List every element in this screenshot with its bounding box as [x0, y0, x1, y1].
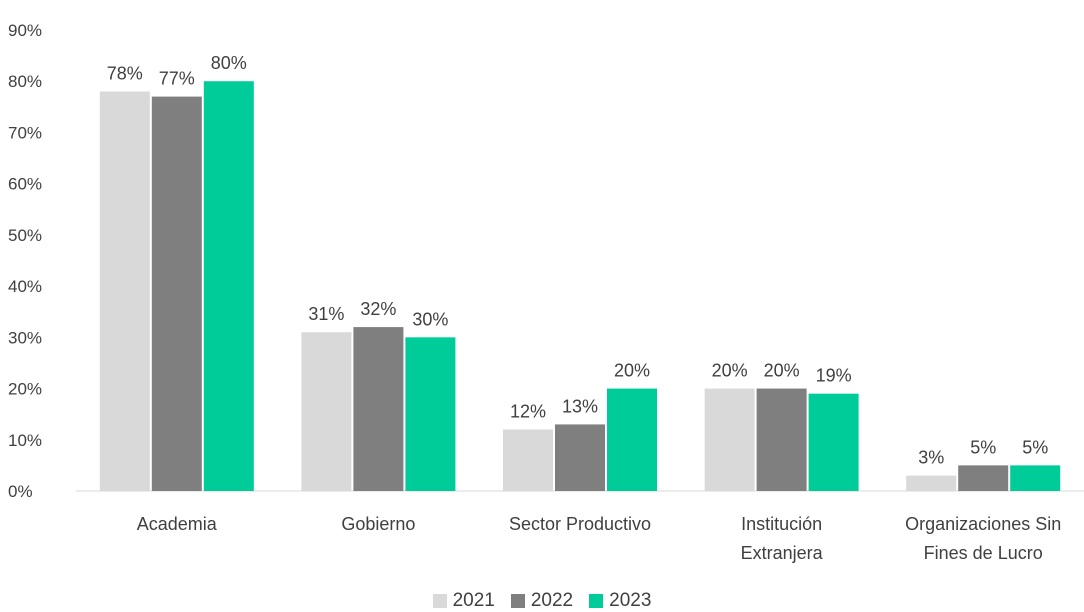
- data-label: 19%: [816, 366, 852, 386]
- bar: [405, 337, 456, 491]
- y-tick-label: 0%: [8, 482, 33, 501]
- data-label: 5%: [1022, 437, 1048, 457]
- y-tick-label: 10%: [8, 431, 42, 450]
- bar-series: [99, 81, 1061, 491]
- category-label: Fines de Lucro: [924, 543, 1043, 563]
- y-tick-label: 90%: [8, 21, 42, 40]
- data-label: 12%: [510, 402, 546, 422]
- category-labels: Academia Gobierno Sector Productivo Institu…: [137, 514, 1061, 563]
- y-tick-label: 70%: [8, 123, 42, 142]
- data-labels: 78% 77% 80% 31% 32% 30% 12% 13% 20% 20% 20% 19% 3% 5%…: [107, 53, 1048, 467]
- data-label: 3%: [918, 448, 944, 468]
- category-label: Academia: [137, 514, 218, 534]
- y-tick-label: 60%: [8, 175, 42, 194]
- category-label: Sector Productivo: [509, 514, 651, 534]
- data-label: 13%: [562, 396, 598, 416]
- legend-swatch: [589, 594, 604, 608]
- legend-item: 2022: [510, 590, 574, 612]
- data-label: 20%: [712, 361, 748, 381]
- y-tick-label: 40%: [8, 277, 42, 296]
- bar: [1010, 465, 1061, 491]
- data-label: 20%: [614, 361, 650, 381]
- data-label: 78%: [107, 63, 143, 83]
- category-label: Extranjera: [741, 543, 824, 563]
- legend: 2021 2022 2023: [0, 590, 1084, 612]
- y-axis-ticks: 0% 10% 20% 30% 40% 50% 60% 70% 80% 90%: [8, 21, 42, 501]
- category-label: Gobierno: [341, 514, 415, 534]
- bar: [99, 91, 150, 491]
- bar: [906, 475, 957, 491]
- legend-swatch: [510, 594, 525, 608]
- data-label: 5%: [970, 437, 996, 457]
- data-label: 30%: [412, 309, 448, 329]
- y-tick-label: 20%: [8, 380, 42, 399]
- category-label: Institución: [741, 514, 822, 534]
- legend-label: 2023: [609, 590, 652, 611]
- bar: [607, 388, 657, 491]
- bar: [301, 332, 352, 491]
- legend-label: 2021: [452, 590, 495, 611]
- bar: [756, 388, 807, 491]
- bar: [808, 393, 859, 491]
- data-label: 32%: [360, 299, 396, 319]
- y-tick-label: 30%: [8, 328, 42, 347]
- bar: [203, 81, 254, 491]
- bar-chart: 0% 10% 20% 30% 40% 50% 60% 70% 80% 90% 78% 77% 80% 3…: [8, 21, 1084, 563]
- bar: [151, 96, 202, 491]
- bar: [353, 327, 404, 491]
- bar: [503, 429, 553, 491]
- legend-swatch: [432, 594, 447, 608]
- bar: [704, 388, 755, 491]
- legend-item: 2021: [432, 590, 495, 612]
- legend-label: 2022: [530, 590, 574, 611]
- data-label: 77%: [159, 69, 195, 89]
- data-label: 80%: [211, 53, 247, 73]
- data-label: 20%: [764, 361, 800, 381]
- category-label: Organizaciones Sin: [905, 514, 1061, 534]
- data-label: 31%: [308, 304, 344, 324]
- bar: [958, 465, 1009, 491]
- legend-item: 2023: [589, 590, 651, 612]
- y-tick-label: 50%: [8, 226, 42, 245]
- y-tick-label: 80%: [8, 72, 42, 91]
- bar: [555, 424, 605, 491]
